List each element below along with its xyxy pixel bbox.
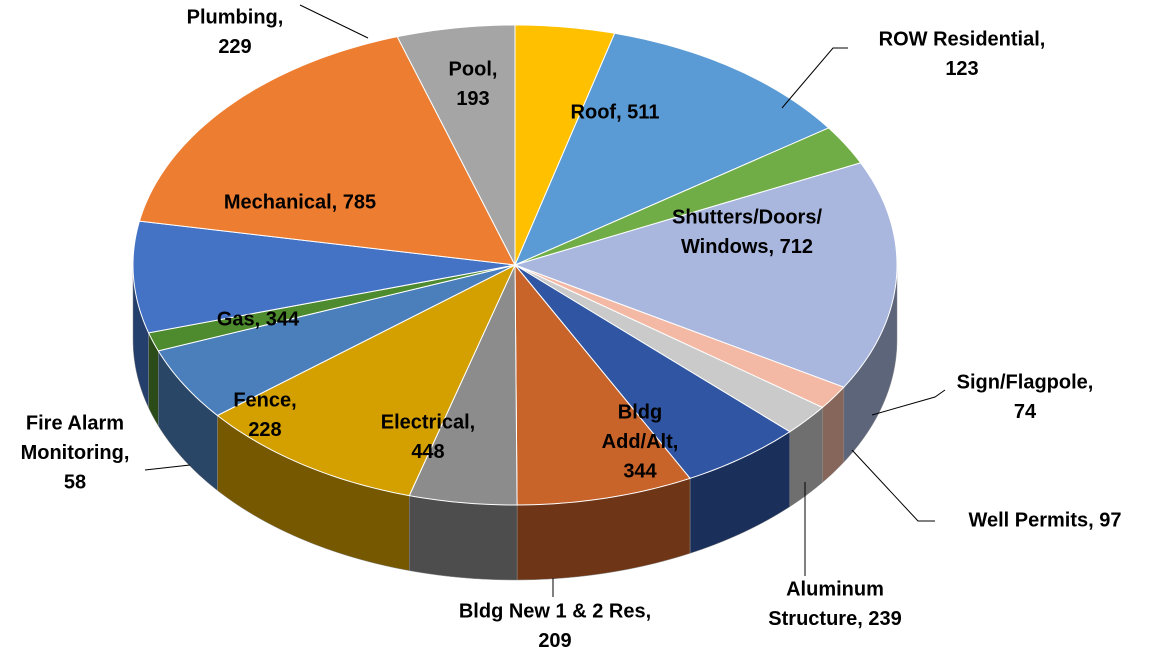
slice [514, 264, 791, 479]
data-label: Electrical, [381, 411, 476, 433]
data-label: Bldg New 1 & 2 Res, [459, 600, 651, 622]
slice [514, 24, 616, 266]
data-label: Shutters/Doors/ [672, 206, 822, 228]
slice [513, 162, 898, 388]
slice [132, 220, 516, 334]
data-label: Fence, [233, 389, 296, 411]
data-label: Structure, 239 [768, 608, 901, 630]
data-label: Plumbing, [187, 6, 284, 28]
data-label: Sign/Flagpole, [957, 371, 1094, 393]
data-label: Fire Alarm [26, 412, 124, 434]
leader-line [871, 389, 946, 416]
data-label: Roof, 511 [571, 101, 660, 123]
slice [514, 32, 830, 266]
slice [216, 263, 517, 497]
data-label: Add/Alt, [602, 431, 679, 453]
slice [514, 127, 862, 266]
slice-side [409, 495, 518, 581]
leader-line [144, 464, 191, 471]
data-label: Monitoring, [21, 442, 130, 464]
data-label: 123 [945, 58, 978, 80]
data-label: 228 [248, 419, 281, 441]
data-label: Pool, [449, 58, 498, 80]
data-label: 344 [623, 460, 657, 482]
leader-line [781, 47, 848, 109]
slice [514, 264, 824, 433]
slice [138, 36, 516, 266]
data-label: 193 [456, 88, 489, 110]
slice [514, 264, 845, 409]
data-label: 74 [1014, 401, 1037, 423]
data-label: ROW Residential, [879, 28, 1046, 50]
data-label: 58 [64, 471, 86, 493]
data-label: Bldg [618, 401, 662, 423]
slice [157, 264, 516, 417]
slice [396, 24, 516, 266]
data-label: Aluminum [786, 578, 884, 600]
data-label: Mechanical, 785 [224, 191, 376, 213]
data-label: Windows, 712 [681, 236, 813, 258]
data-label: Well Permits, 97 [968, 509, 1121, 531]
slice [514, 263, 691, 506]
slice [408, 264, 518, 506]
data-label: 448 [411, 441, 444, 463]
data-label: 229 [218, 36, 251, 58]
leader-line [851, 449, 935, 522]
leader-line [299, 4, 369, 39]
data-label: 209 [538, 630, 571, 652]
data-label: Gas, 344 [217, 308, 300, 330]
